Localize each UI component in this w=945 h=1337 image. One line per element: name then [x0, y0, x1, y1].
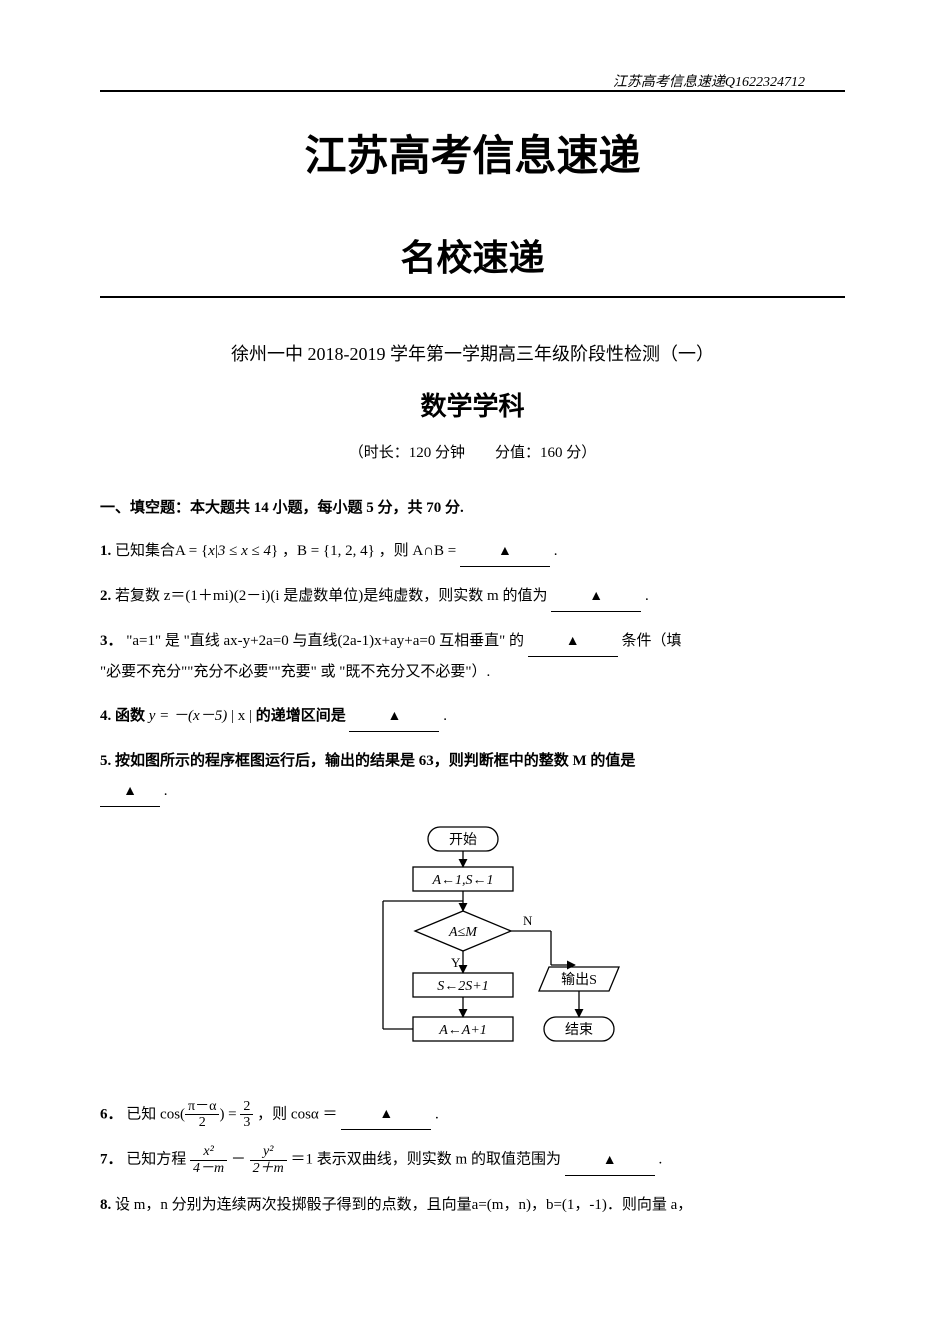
q6-f1-den: 2 [185, 1115, 219, 1130]
q5-end: . [164, 783, 168, 799]
q5-text: 按如图所示的程序框图运行后，输出的结果是 63，则判断框中的整数 M 的值是 [115, 753, 635, 769]
sub-title: 名校速递 [100, 226, 845, 291]
q3-text-a: "a=1" 是 "直线 ax-y+2a=0 与直线(2a-1)x+ay+a=0 … [126, 633, 524, 649]
blank-marker: ▲ [603, 1153, 617, 1168]
main-title: 江苏高考信息速递 [100, 120, 845, 196]
fc-out-label: 输出S [561, 972, 597, 988]
q6-frac2: 23 [240, 1099, 253, 1131]
q1-setB: {1, 2, 4} [323, 543, 375, 559]
fc-inc-label: A←A+1 [438, 1023, 487, 1038]
q6-f1-num: π－α [185, 1099, 219, 1115]
q3-num: 3． [100, 633, 123, 649]
q7-f1-den: 4－m [190, 1161, 227, 1176]
blank-marker: ▲ [388, 709, 402, 724]
question-7: 7． 已知方程 x²4－m － y²2＋m ＝1 表示双曲线，则实数 m 的取值… [100, 1144, 845, 1176]
question-8: 8. 设 m，n 分别为连续两次投掷骰子得到的点数，且向量a=(m，n)，b=(… [100, 1190, 845, 1220]
q2-end: . [645, 588, 649, 604]
q1-setA: {x|3 ≤ x ≤ 4} [201, 543, 282, 559]
q1-blank: ▲ [460, 536, 550, 567]
q7-minus: － [231, 1152, 250, 1168]
q4-num: 4. [100, 708, 111, 724]
question-4: 4. 函数 y = －(x－5) | x | 的递增区间是 ▲ . [100, 701, 845, 732]
q2-blank: ▲ [551, 581, 641, 612]
divider-mid [100, 296, 845, 298]
q4-fn: y = －(x－5) [149, 708, 227, 724]
q4-end: . [443, 708, 447, 724]
q8-num: 8. [100, 1197, 111, 1213]
q7-frac1: x²4－m [190, 1144, 227, 1176]
q6-cos: cos( [160, 1106, 185, 1122]
q5-blank: ▲ [100, 776, 160, 807]
time-score: （时长：120 分钟 分值：160 分） [100, 440, 845, 467]
q6-pre: 已知 [126, 1106, 156, 1122]
q6-blank: ▲ [341, 1099, 431, 1130]
q6-num: 6． [100, 1106, 123, 1122]
q3-text-c: "必要不充分""充分不必要""充要" 或 "既不充分又不必要"）. [100, 664, 490, 680]
question-5: 5. 按如图所示的程序框图运行后，输出的结果是 63，则判断框中的整数 M 的值… [100, 746, 845, 807]
q7-f2-num: y² [250, 1144, 287, 1160]
q6-mid: ) = [219, 1106, 240, 1122]
q6-end: . [435, 1106, 439, 1122]
header-note: 江苏高考信息速递Q1622324712 [613, 70, 805, 95]
blank-marker: ▲ [498, 544, 512, 559]
fc-start-label: 开始 [449, 832, 477, 848]
q1-pre: 已知集合A = [115, 543, 201, 559]
question-6: 6． 已知 cos(π－α2) = 23 ，则 cosα ＝ ▲ . [100, 1099, 845, 1131]
q1-cond: 3 ≤ x ≤ 4 [218, 543, 271, 559]
blank-marker: ▲ [566, 634, 580, 649]
q3-blank: ▲ [528, 626, 618, 657]
q2-text: 若复数 z＝(1＋mi)(2－i)(i 是虚数单位)是纯虚数，则实数 m 的值为 [115, 588, 547, 604]
blank-marker: ▲ [379, 1107, 393, 1122]
q1-brace-close: } [271, 543, 278, 559]
q7-eq: ＝1 表示双曲线，则实数 m 的取值范围为 [291, 1152, 561, 1168]
subject-title: 数学学科 [100, 383, 845, 430]
blank-marker: ▲ [123, 784, 137, 799]
fc-yes-label: Y [451, 955, 461, 970]
q6-f2-den: 3 [240, 1115, 253, 1130]
fc-init-label: A←1,S←1 [431, 873, 493, 888]
q1-var: x [208, 543, 215, 559]
q6-post: ，则 cosα ＝ [257, 1106, 337, 1122]
fc-no-label: N [523, 913, 533, 928]
q1-post: ，则 A∩B = [379, 543, 460, 559]
q4-blank: ▲ [349, 701, 439, 732]
q7-frac2: y²2＋m [250, 1144, 287, 1176]
q1-end: . [554, 543, 558, 559]
fc-end-label: 结束 [565, 1022, 593, 1038]
q7-pre: 已知方程 [126, 1152, 190, 1168]
q3-text-b: 条件（填 [621, 633, 681, 649]
flowchart: 开始 A←1,S←1 A≤M Y N S←2S+1 A←A+1 输出S 结束 [313, 821, 633, 1081]
q8-text: 设 m，n 分别为连续两次投掷骰子得到的点数，且向量a=(m，n)，b=(1，-… [115, 1197, 692, 1213]
q5-num: 5. [100, 753, 111, 769]
question-1: 1. 已知集合A = {x|3 ≤ x ≤ 4} ，B = {1, 2, 4} … [100, 536, 845, 567]
section-head: 一、填空题：本大题共 14 小题，每小题 5 分，共 70 分. [100, 495, 845, 522]
q7-num: 7． [100, 1152, 123, 1168]
fc-cond-label: A≤M [448, 925, 478, 940]
q2-num: 2. [100, 588, 111, 604]
q7-f2-den: 2＋m [250, 1161, 287, 1176]
q7-f1-num: x² [190, 1144, 227, 1160]
question-2: 2. 若复数 z＝(1＋mi)(2－i)(i 是虚数单位)是纯虚数，则实数 m … [100, 581, 845, 612]
fc-body-label: S←2S+1 [437, 979, 488, 994]
blank-marker: ▲ [589, 589, 603, 604]
q1-num: 1. [100, 543, 111, 559]
q4-post: 的递增区间是 [256, 708, 346, 724]
q7-blank: ▲ [565, 1145, 655, 1176]
q6-frac1: π－α2 [185, 1099, 219, 1131]
q4-abs: | x | [231, 708, 252, 724]
q1-mid: ，B = [282, 543, 323, 559]
exam-title: 徐州一中 2018-2019 学年第一学期高三年级阶段性检测（一） [100, 338, 845, 370]
question-3: 3． "a=1" 是 "直线 ax-y+2a=0 与直线(2a-1)x+ay+a… [100, 626, 845, 687]
q4-pre: 函数 [115, 708, 145, 724]
q7-end: . [658, 1152, 662, 1168]
q6-f2-num: 2 [240, 1099, 253, 1115]
